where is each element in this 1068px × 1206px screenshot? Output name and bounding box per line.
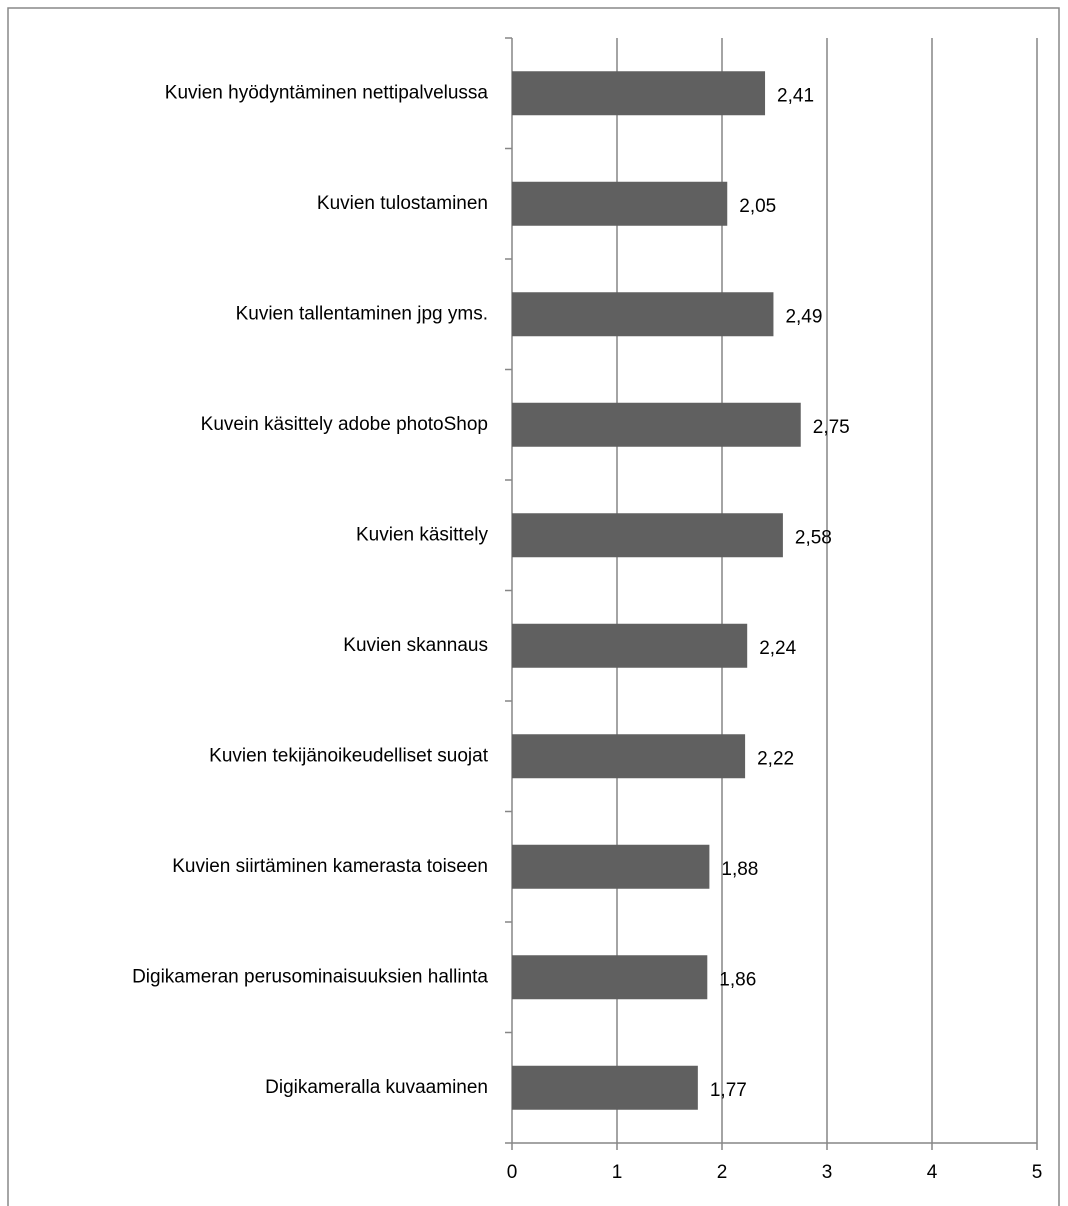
y-tick-label: Kuvien tallentaminen jpg yms.	[236, 303, 488, 324]
value-label: 1,77	[710, 1080, 747, 1101]
chart-border	[7, 7, 1060, 1206]
y-tick-label: Digikameralla kuvaaminen	[265, 1077, 488, 1098]
value-label: 2,49	[785, 306, 822, 327]
x-tick-label: 2	[717, 1162, 728, 1183]
value-label: 1,88	[721, 859, 758, 880]
x-tick-label: 1	[612, 1162, 623, 1183]
value-label: 2,58	[795, 527, 832, 548]
y-tick-label: Kuvien tulostaminen	[317, 193, 488, 214]
y-tick-label: Kuvien käsittely	[356, 524, 489, 545]
y-tick-label: Kuvien tekijänoikeudelliset suojat	[209, 745, 489, 766]
bar	[512, 513, 783, 558]
bar	[512, 292, 774, 337]
x-tick-label: 0	[507, 1162, 518, 1183]
value-label: 2,75	[813, 417, 850, 438]
y-tick-label: Digikameran perusominaisuuksien hallinta	[132, 966, 488, 987]
bar	[512, 623, 748, 668]
bar	[512, 734, 746, 779]
x-tick-label: 3	[822, 1162, 833, 1183]
y-tick-label: Kuvien hyödyntäminen nettipalvelussa	[165, 82, 489, 103]
y-tick-label: Kuvien skannaus	[343, 635, 488, 656]
y-tick-label: Kuvien siirtäminen kamerasta toiseen	[172, 856, 488, 877]
x-tick-label: 5	[1032, 1162, 1043, 1183]
bar	[512, 402, 801, 447]
value-label: 2,22	[757, 748, 794, 769]
bar	[512, 844, 710, 889]
bar	[512, 71, 766, 116]
y-tick-label: Kuvein käsittely adobe photoShop	[201, 414, 488, 435]
value-label: 1,86	[719, 969, 756, 990]
value-label: 2,05	[739, 196, 776, 217]
x-tick-label: 4	[927, 1162, 938, 1183]
bar	[512, 181, 728, 226]
bar	[512, 1065, 698, 1110]
value-label: 2,24	[759, 638, 796, 659]
bar	[512, 955, 708, 1000]
value-label: 2,41	[777, 85, 814, 106]
